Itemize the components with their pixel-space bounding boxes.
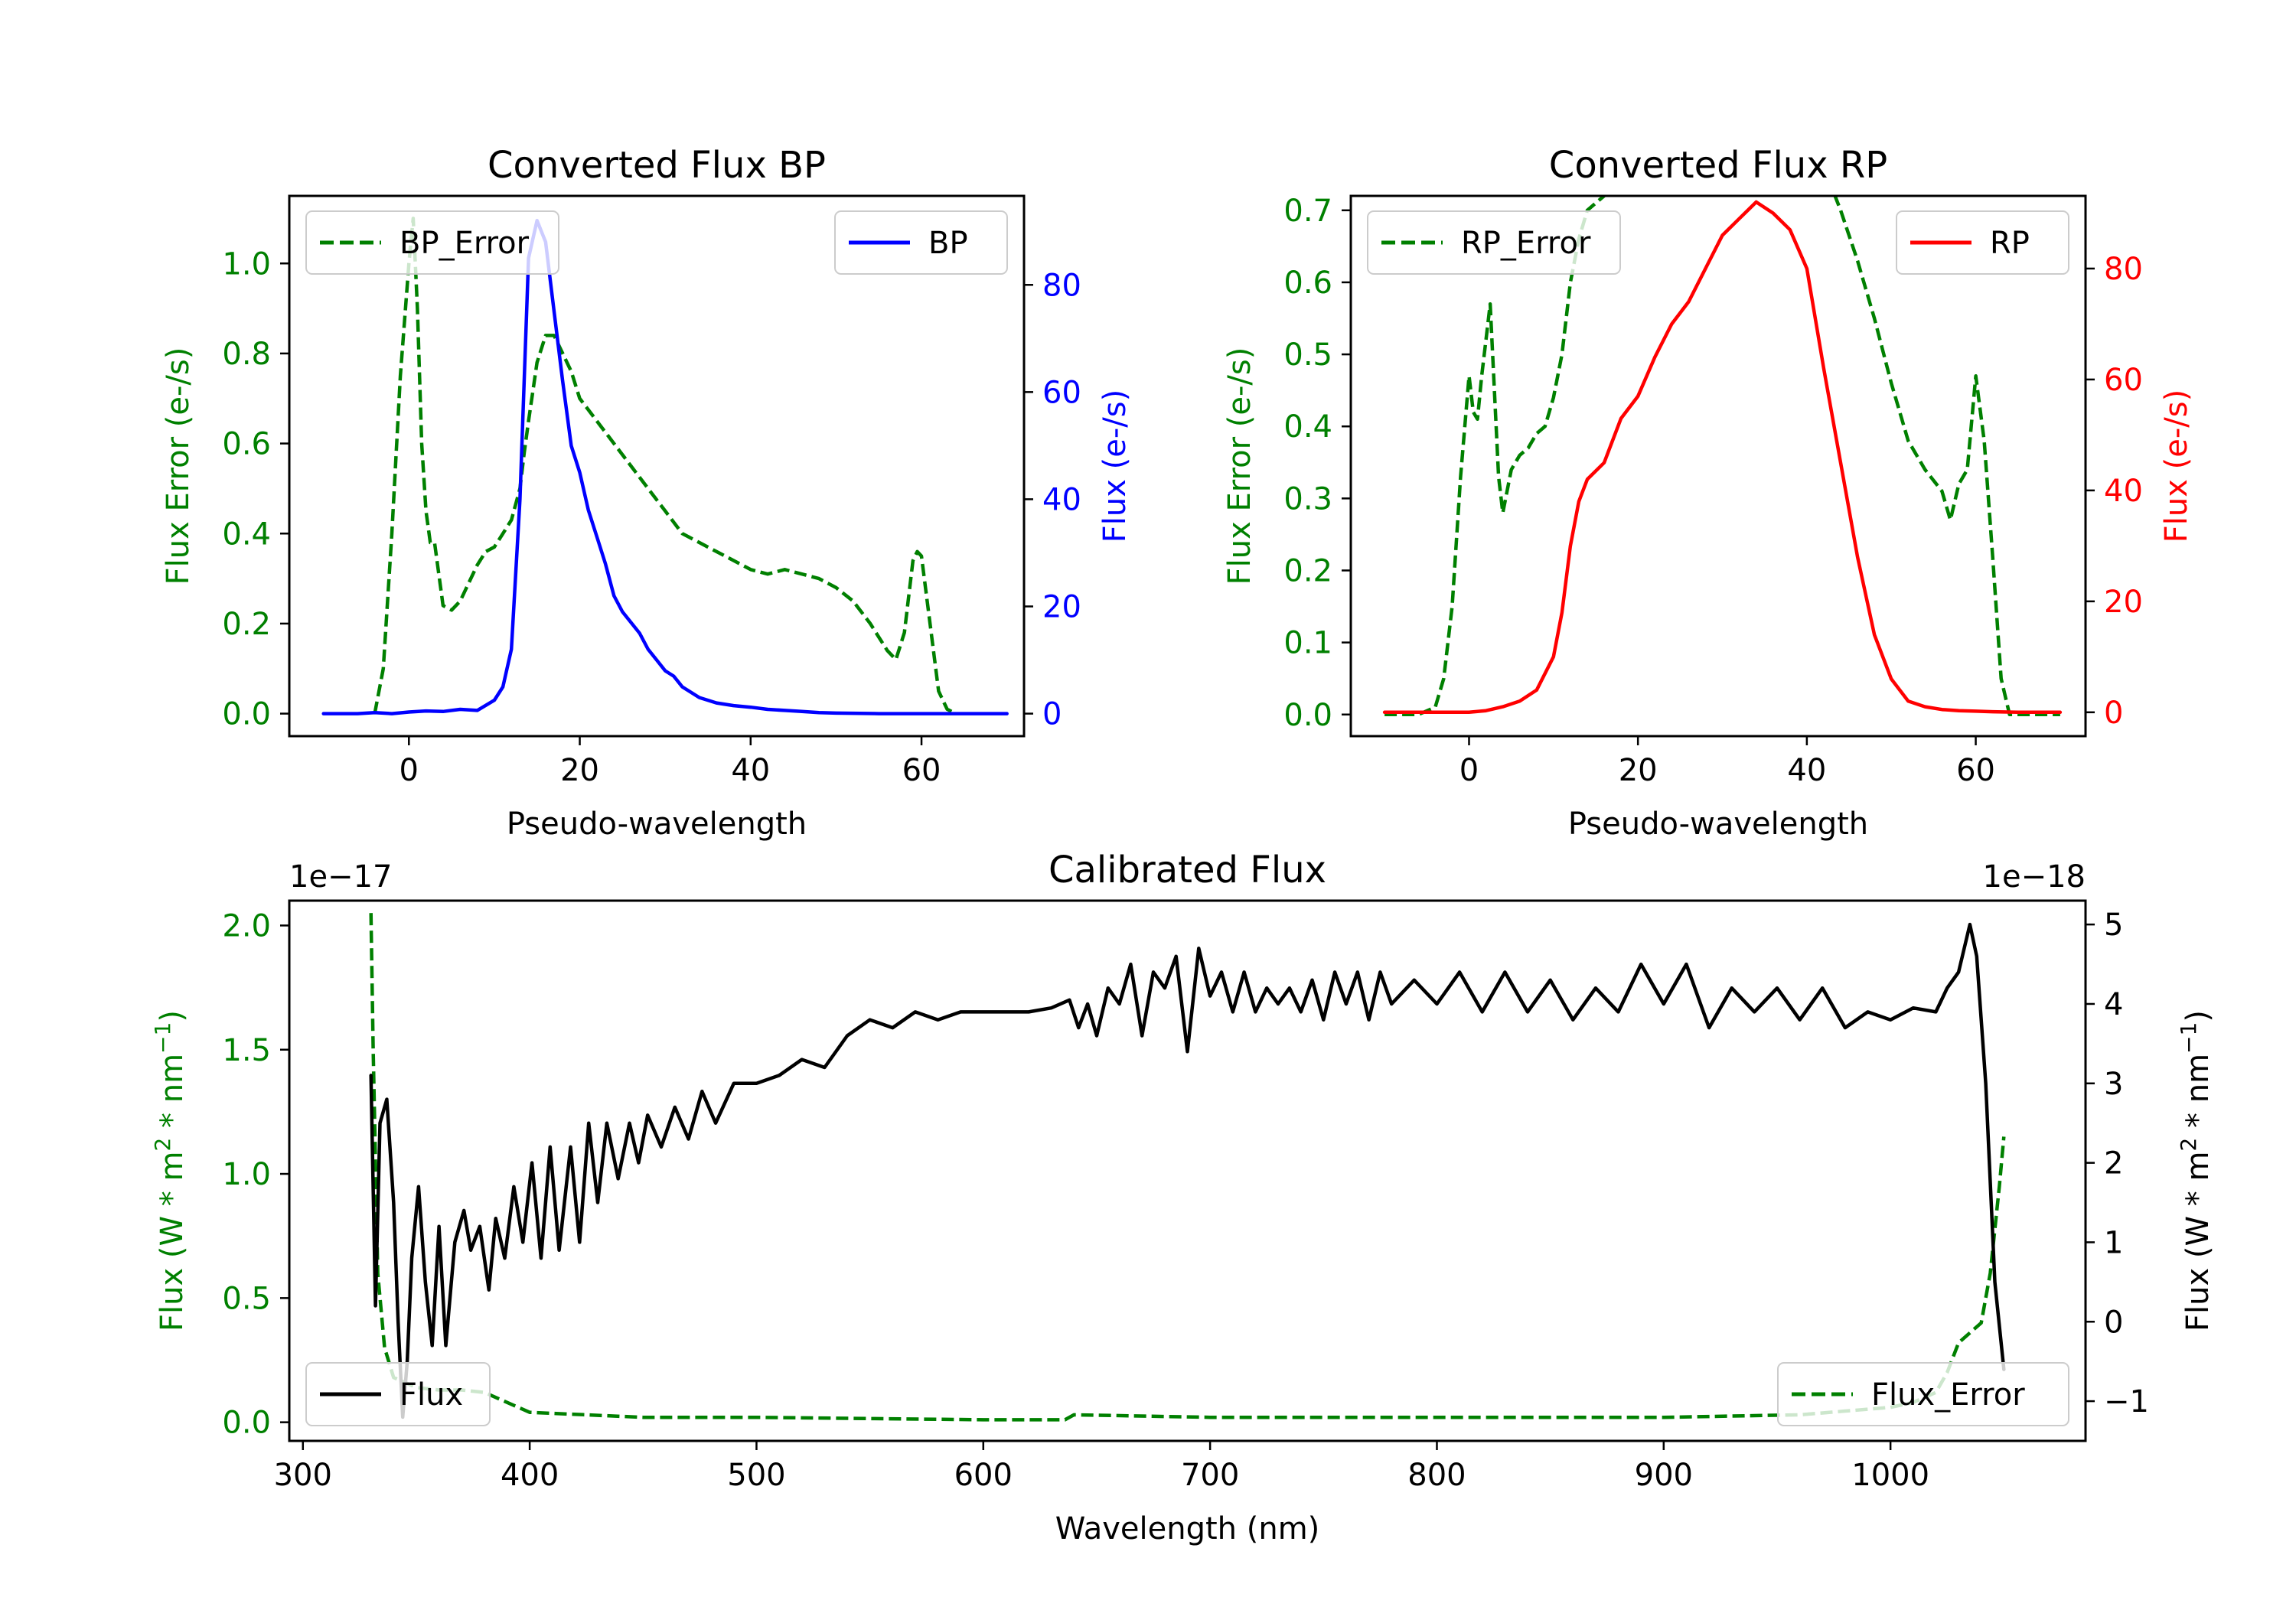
legend-right-label: BP [928, 226, 968, 261]
y-left-tick-label: 1.5 [222, 1033, 271, 1068]
series-line-bp-error [373, 217, 957, 715]
x-axis-label: Wavelength (nm) [1055, 1511, 1320, 1546]
chart-3: Calibrated Flux 300 400 500 600 700 800 900 1000… [150, 849, 2216, 1546]
legend-left-label: Flux [400, 1377, 463, 1413]
y-left-axis-label: Flux Error (e-/s) [1222, 347, 1257, 585]
y-right-tick-label: 40 [2104, 474, 2143, 509]
y-right-tick-label: 60 [2104, 363, 2143, 398]
legend-left-label: RP_Error [1461, 226, 1591, 261]
y-left-offset-label: 1e−17 [289, 859, 392, 895]
legend-left: RP_Error [1367, 210, 1621, 275]
y-left-tick-label: 0.5 [1283, 337, 1332, 373]
x-tick-label: 900 [1635, 1458, 1693, 1493]
series-line-rp-error [1384, 196, 2060, 717]
y-left-tick-label: 0.8 [222, 337, 271, 372]
y-right-tick-label: 4 [2104, 987, 2123, 1022]
chart-1: Converted Flux BP 0 20 40 60 Pseudo-wavelengt… [161, 144, 1133, 842]
x-tick-label: 1000 [1851, 1458, 1929, 1493]
plot-frame [288, 899, 2087, 1442]
y-left-tick-label: 0.1 [1283, 626, 1332, 661]
y-left-tick-label: 0.7 [1283, 194, 1332, 229]
plot-lines [321, 217, 1009, 715]
legend-left-box [305, 210, 559, 275]
y-left-tick-label: 0.2 [1283, 553, 1332, 588]
x-tick-label: 20 [1619, 753, 1658, 788]
y-left-axis-label: Flux Error (e-/s) [161, 347, 196, 585]
y-right-tick-label: −1 [2104, 1384, 2149, 1419]
y-right-offset-label: 1e−18 [1983, 859, 2086, 895]
legend-left: BP_Error [305, 210, 559, 275]
chart-title: Converted Flux RP [1549, 144, 1887, 187]
plot-lines [1382, 196, 2063, 717]
y-right-tick-label: 0 [2104, 1305, 2123, 1340]
y-right-tick-label: 20 [1042, 590, 1081, 625]
x-axis-label: Pseudo-wavelength [507, 807, 807, 842]
y-right-tick-label: 20 [2104, 585, 2143, 620]
legend-right: RP [1896, 210, 2069, 275]
chart-title: Calibrated Flux [1049, 849, 1326, 891]
y-left-tick-label: 0.4 [1283, 409, 1332, 445]
legend-right-box [834, 210, 1008, 275]
x-tick-label: 60 [1956, 753, 1995, 788]
y-left-tick-label: 1.0 [222, 246, 271, 282]
y-left-tick-label: 0.6 [1283, 266, 1332, 301]
y-right-tick-label: 40 [1042, 482, 1081, 517]
x-axis-label: Pseudo-wavelength [1568, 807, 1868, 842]
chart-title: Converted Flux BP [488, 144, 826, 187]
y-left-tick-label: 0.2 [222, 607, 271, 642]
y-right-tick-label: 0 [1042, 697, 1062, 732]
x-tick-label: 300 [274, 1458, 332, 1493]
y-right-tick-label: 1 [2104, 1225, 2123, 1260]
y-left-tick-label: 0.0 [1283, 698, 1332, 733]
y-left-tick-label: 1.0 [222, 1157, 271, 1192]
series-line-rp [1382, 200, 2063, 715]
x-tick-label: 20 [560, 753, 599, 788]
legend-right-label: Flux_Error [1871, 1377, 2025, 1413]
x-tick-label: 0 [400, 753, 419, 788]
x-tick-label: 40 [1787, 753, 1826, 788]
y-right-tick-label: 80 [2104, 252, 2143, 287]
y-right-axis-label: Flux (W * m2 * nm−1) [2176, 1010, 2216, 1331]
plot-frame [288, 194, 1026, 738]
y-right-tick-label: 3 [2104, 1067, 2123, 1102]
x-tick-label: 0 [1459, 753, 1479, 788]
x-tick-label: 700 [1181, 1458, 1239, 1493]
x-tick-label: 800 [1407, 1458, 1466, 1493]
y-right-axis-label: Flux (e-/s) [1097, 389, 1133, 543]
legend-right: Flux_Error [1777, 1362, 2069, 1426]
y-left-axis-label: Flux (W * m2 * nm−1) [150, 1010, 191, 1331]
legend-left-label: BP_Error [400, 226, 530, 261]
legend-left: Flux [305, 1362, 491, 1426]
y-right-tick-label: 80 [1042, 268, 1081, 303]
y-right-tick-label: 2 [2104, 1146, 2123, 1181]
y-left-tick-label: 0.5 [222, 1281, 271, 1316]
y-right-tick-label: 60 [1042, 375, 1081, 410]
plot-frame [1349, 194, 2087, 738]
y-right-tick-label: 5 [2104, 908, 2123, 943]
legend-right: BP [834, 210, 1008, 275]
legend-left-box [1367, 210, 1621, 275]
y-left-tick-label: 0.0 [222, 1406, 271, 1441]
series-line-bp [321, 218, 1009, 715]
x-tick-label: 40 [731, 753, 770, 788]
x-tick-label: 400 [501, 1458, 559, 1493]
y-left-tick-label: 0.6 [222, 427, 271, 462]
y-right-axis-label: Flux (e-/s) [2159, 389, 2194, 543]
chart-2: Converted Flux RP 0 20 40 60 Pseudo-wavelengt… [1222, 144, 2194, 842]
y-left-tick-label: 2.0 [222, 908, 271, 944]
y-right-tick-label: 0 [2104, 696, 2123, 731]
legend-right-box [1896, 210, 2069, 275]
y-left-tick-label: 0.4 [222, 517, 271, 552]
series-line-flux [369, 922, 2006, 1419]
x-tick-label: 60 [902, 753, 941, 788]
legend-right-label: RP [1990, 226, 2030, 261]
y-left-tick-label: 0.3 [1283, 481, 1332, 517]
legend-right-box [1777, 1362, 2069, 1426]
legend-left-box [305, 1362, 491, 1426]
x-tick-label: 500 [727, 1458, 785, 1493]
x-tick-label: 600 [954, 1458, 1013, 1493]
y-left-tick-label: 0.0 [222, 697, 271, 732]
